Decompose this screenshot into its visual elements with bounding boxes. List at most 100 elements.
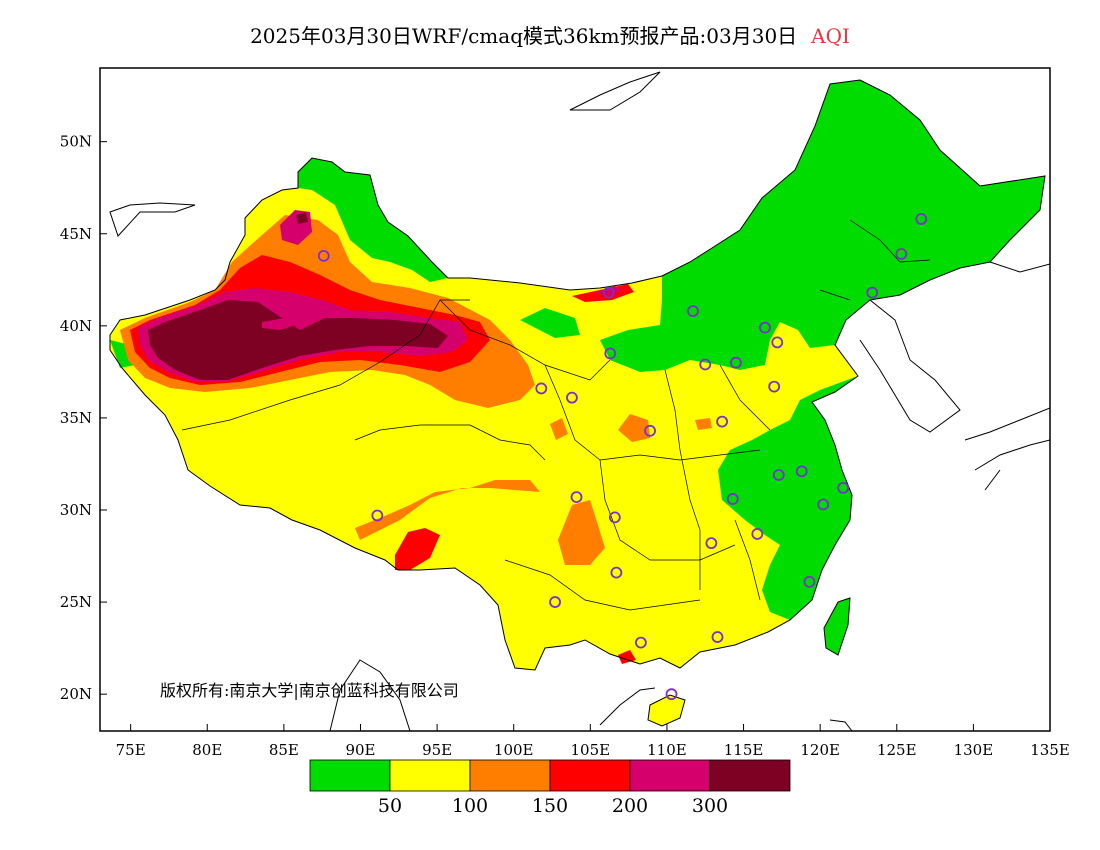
station-marker <box>866 286 879 299</box>
kazakh-lake <box>109 202 196 237</box>
green-eastcoast <box>718 376 858 620</box>
korea-japan-coast <box>859 299 961 433</box>
station-marker <box>726 493 739 505</box>
province-boundary <box>719 364 771 431</box>
station-marker <box>602 286 615 299</box>
x-tick-label: 125E <box>877 741 917 759</box>
station-marker <box>771 336 784 349</box>
station-marker <box>566 391 578 404</box>
legend-label: 50 <box>378 795 402 817</box>
orange-patch-gansu <box>550 418 568 440</box>
taiwan-island <box>824 598 850 655</box>
red-patch-south <box>618 650 636 664</box>
magenta-inner-ring <box>262 318 296 330</box>
station-marker <box>535 382 548 395</box>
province-boundary <box>544 364 736 561</box>
x-tick-label: 90E <box>345 741 375 759</box>
x-tick-label: 75E <box>116 741 146 759</box>
legend-label: 300 <box>692 795 728 817</box>
bay-of-bengal-coast <box>329 659 411 731</box>
legend-swatch <box>309 759 391 792</box>
title-variable: AQI <box>811 24 850 48</box>
title-main: 2025年03月30日WRF/cmaq模式36km预报产品:03月30日 <box>250 24 798 48</box>
station-marker <box>895 248 908 260</box>
russia-border-east <box>989 261 1050 273</box>
red-region-tibet <box>395 528 440 570</box>
y-tick-label: 40N <box>60 317 92 335</box>
legend-swatch <box>389 759 471 792</box>
legend-label: 200 <box>612 795 648 817</box>
station-marker <box>817 498 830 511</box>
orange-region-tibet <box>355 480 540 540</box>
x-tick-label: 110E <box>647 741 687 759</box>
legend-label: 150 <box>532 795 568 817</box>
philippines-coast <box>829 719 853 731</box>
taiwan-outline <box>823 597 851 656</box>
station-marker <box>608 511 621 524</box>
station-marker <box>549 596 561 608</box>
province-boundary <box>439 299 611 381</box>
station-marker <box>751 528 764 540</box>
station-marker <box>634 636 647 649</box>
province-lines <box>181 219 931 611</box>
station-marker <box>705 537 718 550</box>
x-tick-label: 130E <box>954 741 994 759</box>
y-tick-label: 50N <box>60 133 92 151</box>
province-boundary <box>599 449 761 461</box>
aqi-legend: 50 100 150 200 300 <box>309 759 791 817</box>
station-marker <box>772 469 785 481</box>
green-northeast <box>600 80 1045 372</box>
mongolia-lake <box>569 71 661 111</box>
x-tick-label: 115E <box>724 741 764 759</box>
station-marker <box>317 249 330 262</box>
map-area <box>110 80 1045 726</box>
province-boundary <box>734 519 761 601</box>
x-tick-label: 120E <box>800 741 840 759</box>
x-tick-label: 95E <box>422 741 452 759</box>
station-marker <box>803 575 816 588</box>
hainan-outline <box>647 694 686 727</box>
copyright-text: 版权所有:南京大学|南京创蓝科技有限公司 <box>160 681 459 700</box>
map-title: 2025年03月30日WRF/cmaq模式36km预报产品:03月30日 AQI <box>0 20 1100 49</box>
station-marker <box>665 688 678 701</box>
station-marker <box>759 321 771 334</box>
station-marker <box>604 347 617 360</box>
province-boundary <box>819 289 851 301</box>
y-tick-label: 30N <box>60 501 92 519</box>
green-patch-north <box>520 308 580 338</box>
station-marker <box>570 491 583 504</box>
japan-coast <box>964 407 1050 491</box>
darkred-hotspot-north <box>296 212 308 224</box>
station-marker <box>644 424 656 437</box>
province-boundary <box>504 559 701 611</box>
legend-label: 100 <box>452 795 488 817</box>
legend-swatch <box>469 759 551 792</box>
china-outline <box>109 79 1046 671</box>
station-marker <box>687 305 699 318</box>
station-marker <box>915 213 928 225</box>
station-marker <box>610 566 623 579</box>
y-tick-label: 25N <box>60 593 92 611</box>
station-marker <box>768 380 781 393</box>
legend-swatch <box>629 759 711 792</box>
monitoring-stations <box>317 213 928 701</box>
indochina-coast <box>599 687 656 726</box>
station-marker <box>711 631 724 643</box>
station-marker <box>371 509 384 522</box>
x-axis: 75E 80E 85E 90E 95E 100E 105E 110E 115E 120E 125E 1… <box>116 724 1070 759</box>
legend-swatch <box>709 759 791 792</box>
plot-frame <box>99 67 1051 732</box>
orange-region-sichuan <box>558 500 605 565</box>
orange-patch-east <box>695 418 712 430</box>
x-tick-label: 135E <box>1030 741 1070 759</box>
province-boundary <box>354 424 546 461</box>
y-axis: 20N 25N 30N 35N 40N 45N 50N <box>60 133 107 703</box>
x-tick-label: 105E <box>571 741 611 759</box>
x-tick-label: 85E <box>269 741 299 759</box>
darkred-region <box>148 300 448 380</box>
hainan-island <box>648 695 685 726</box>
station-marker <box>716 415 728 428</box>
station-marker <box>837 481 850 494</box>
x-tick-label: 80E <box>192 741 222 759</box>
